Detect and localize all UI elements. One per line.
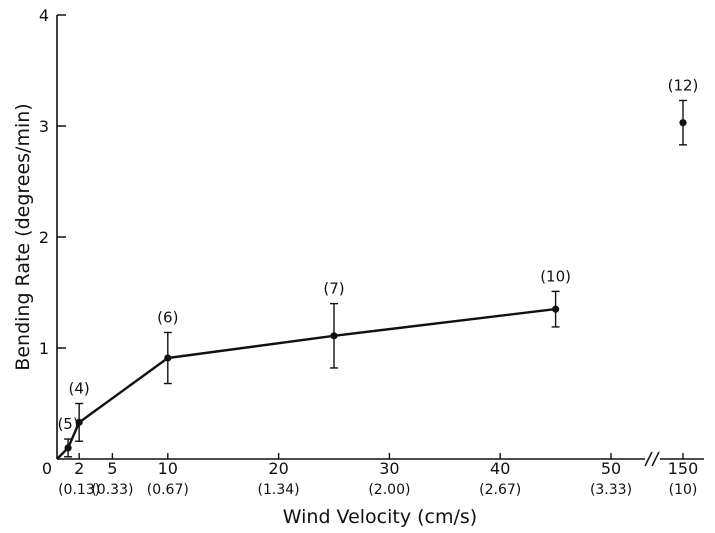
plot-area: (5) (4) (6) (7) (10) (12) — [56, 76, 699, 460]
x-tick-label: 30 — [379, 459, 399, 478]
x-tick-sublabel: (10) — [669, 482, 698, 498]
series-line — [56, 307, 556, 460]
x-tick-sublabel: (0.13) — [58, 482, 100, 498]
y-tick-label: 2 — [39, 228, 49, 247]
y-axis-title: Bending Rate (degrees/min) — [12, 103, 34, 370]
x-axis-ticks: 2 (0.13) 5 (0.33) 10 (0.67) 20 (1.34) 30 (2.00) 40… — [58, 453, 698, 498]
data-point — [64, 444, 72, 452]
x-tick-sublabel: (0.33) — [91, 482, 133, 498]
sample-size-label: (6) — [157, 308, 178, 326]
x-tick-label: 50 — [601, 459, 621, 478]
y-axis-ticks: 1 2 3 4 — [39, 6, 66, 358]
x-tick-label: 20 — [268, 459, 288, 478]
axis-break-slash — [651, 451, 660, 467]
x-tick-label: 40 — [490, 459, 510, 478]
axis-break-slash — [644, 451, 653, 467]
y-tick-label: 4 — [39, 6, 49, 25]
x-tick-sublabel: (2.00) — [368, 482, 410, 498]
data-point — [552, 305, 560, 313]
data-point — [330, 332, 338, 340]
axis-break-mark — [644, 451, 660, 467]
data-point — [75, 418, 83, 426]
data-point — [679, 119, 687, 127]
sample-size-label: (5) — [57, 415, 78, 433]
x-tick-sublabel: (1.34) — [258, 482, 300, 498]
x-tick-label: 150 — [668, 459, 699, 478]
x-tick-label: 10 — [158, 459, 178, 478]
x-tick-sublabel: (3.33) — [590, 482, 632, 498]
sample-size-label: (12) — [668, 76, 699, 94]
x-tick-sublabel: (2.67) — [479, 482, 521, 498]
y-origin-label: 0 — [42, 459, 52, 478]
sample-size-label: (7) — [323, 280, 344, 298]
x-tick-label: 2 — [74, 459, 84, 478]
x-tick-label: 5 — [107, 459, 117, 478]
data-point — [164, 354, 172, 362]
sample-size-label: (10) — [540, 267, 571, 285]
sample-size-label: (4) — [69, 380, 90, 398]
y-tick-label: 3 — [39, 117, 49, 136]
y-tick-label: 1 — [39, 339, 49, 358]
x-tick-sublabel: (0.67) — [147, 482, 189, 498]
x-axis-title: Wind Velocity (cm/s) — [283, 506, 477, 528]
